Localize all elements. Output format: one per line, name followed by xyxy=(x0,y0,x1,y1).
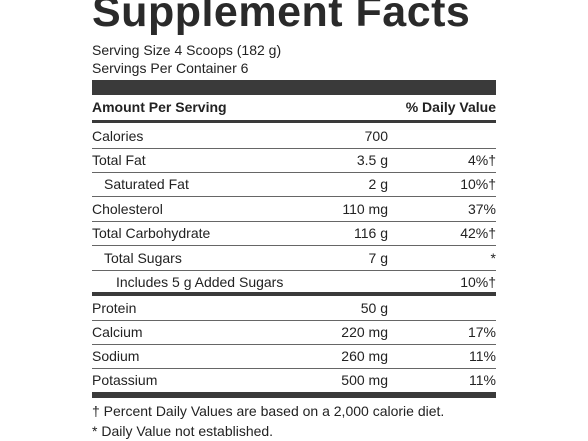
serving-size: Serving Size 4 Scoops (182 g) xyxy=(92,42,282,58)
amount: 220 mg xyxy=(341,324,388,340)
footnote: * Daily Value not established. xyxy=(92,423,274,439)
nutrient-name: Potassium xyxy=(92,372,158,388)
nutrient-name: Total Carbohydrate xyxy=(92,225,211,241)
nutrient-row: Calories 700 xyxy=(92,124,496,149)
nutrient-row: Includes 5 g Added Sugars 10%† xyxy=(92,270,496,296)
daily-value: 17% xyxy=(467,324,496,340)
daily-value: 4%† xyxy=(467,152,496,168)
nutrient-row: Calcium 220 mg 17% xyxy=(92,320,496,345)
daily-value: 10%† xyxy=(460,274,496,290)
nutrient-name: Calories xyxy=(92,128,144,144)
nutrient-name: Sodium xyxy=(92,348,140,364)
nutrient-name: Cholesterol xyxy=(92,201,163,217)
amount: 260 mg xyxy=(341,348,388,364)
nutrient-name: Calcium xyxy=(92,324,143,340)
nutrient-name: Total Sugars xyxy=(104,250,182,266)
nutrient-row: Potassium 500 mg 11% xyxy=(92,368,496,392)
servings-per-container: Servings Per Container 6 xyxy=(92,60,249,76)
daily-value: 10%† xyxy=(460,176,496,192)
amount: 700 xyxy=(364,128,388,144)
title: Supplement Facts xyxy=(92,0,471,36)
amount: 110 mg xyxy=(342,201,388,217)
amount: 50 g xyxy=(360,300,388,316)
nutrient-row: Protein 50 g xyxy=(92,296,496,321)
nutrient-row: Cholesterol 110 mg 37% xyxy=(92,197,496,222)
column-header: % Daily Value xyxy=(405,99,496,115)
nutrient-row: Total Fat 3.5 g 4%† xyxy=(92,148,496,173)
amount: 2 g xyxy=(368,176,388,192)
amount: 500 mg xyxy=(341,372,388,388)
thick-rule xyxy=(92,392,496,398)
nutrient-row: Saturated Fat 2 g 10%† xyxy=(92,172,496,197)
footnote: † Percent Daily Values are based on a 2,… xyxy=(92,403,445,419)
nutrient-name: Total Fat xyxy=(92,152,146,168)
daily-value: 42%† xyxy=(460,225,496,241)
nutrient-name: Saturated Fat xyxy=(104,176,189,192)
daily-value: * xyxy=(490,250,496,266)
daily-value: 37% xyxy=(467,201,496,217)
daily-value: 11% xyxy=(469,372,496,388)
nutrient-row: Sodium 260 mg 11% xyxy=(92,344,496,369)
nutrient-row: Total Carbohydrate 116 g 42%† xyxy=(92,221,496,246)
thick-rule xyxy=(92,80,496,95)
nutrient-name: Protein xyxy=(92,300,137,316)
amount: 116 g xyxy=(354,225,388,241)
daily-value: 11% xyxy=(469,348,496,364)
amount: 7 g xyxy=(368,250,388,266)
rule xyxy=(92,120,496,123)
amount: 3.5 g xyxy=(356,152,388,168)
column-header: Amount Per Serving xyxy=(92,99,227,115)
nutrient-row: Total Sugars 7 g * xyxy=(92,246,496,271)
nutrient-name: Includes 5 g Added Sugars xyxy=(116,274,284,290)
